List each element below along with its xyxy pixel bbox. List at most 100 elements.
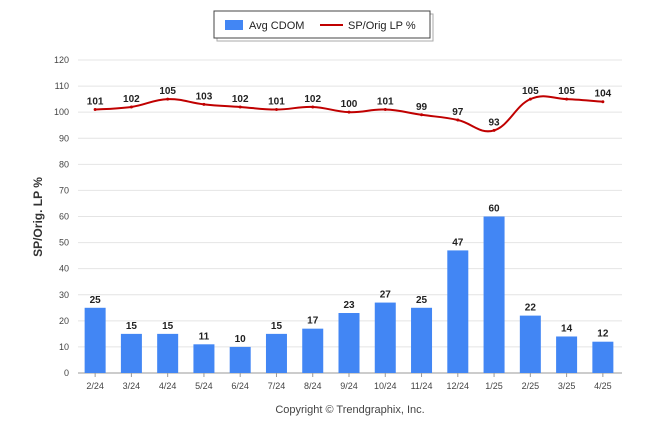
bar [483, 216, 505, 373]
bar-value-label: 25 [416, 295, 428, 306]
line-value-label: 105 [522, 86, 539, 97]
line-value-label: 102 [123, 94, 140, 105]
line-value-label: 101 [377, 97, 394, 108]
line-point [528, 97, 532, 101]
y-tick-label: 100 [54, 107, 69, 117]
line-series [93, 95, 605, 133]
line-point [565, 97, 569, 101]
bar-value-label: 25 [90, 295, 102, 306]
bar [592, 341, 614, 373]
x-tick-label: 3/25 [558, 381, 576, 391]
line-point [383, 108, 387, 112]
bar-value-label: 12 [597, 329, 609, 340]
grid-lines [78, 59, 622, 374]
bar [302, 328, 324, 373]
line-value-label: 103 [196, 91, 213, 102]
bar-value-label: 17 [307, 316, 319, 327]
bar-value-label: 10 [235, 334, 247, 345]
y-tick-label: 120 [54, 55, 69, 65]
line-value-label: 101 [268, 97, 285, 108]
x-tick-label: 4/24 [159, 381, 177, 391]
copyright-credit: Copyright © Trendgraphix, Inc. [275, 404, 424, 416]
line-point [311, 105, 315, 109]
line-value-label: 104 [595, 89, 612, 100]
y-tick-label: 50 [59, 238, 69, 248]
legend: Avg CDOM SP/Orig LP % [213, 10, 434, 42]
line-value-label: 93 [489, 117, 501, 128]
bar [556, 336, 578, 373]
x-tick-label: 11/24 [411, 381, 433, 391]
y-tick-label: 30 [59, 290, 69, 300]
bar-value-label: 23 [343, 300, 355, 311]
bar-value-label: 15 [126, 321, 138, 332]
line-value-label: 101 [87, 97, 104, 108]
bar-value-label: 60 [489, 204, 501, 215]
bar [229, 346, 251, 373]
y-tick-label: 70 [59, 185, 69, 195]
x-tick-label: 4/25 [594, 381, 612, 391]
bar-value-label: 15 [162, 321, 174, 332]
bar [193, 344, 215, 373]
y-tick-label: 110 [55, 81, 69, 91]
bar [84, 307, 106, 373]
bar-value-label: 27 [380, 290, 392, 301]
line-value-label: 105 [558, 86, 575, 97]
x-tick-label: 7/24 [268, 381, 286, 391]
line-point [166, 97, 170, 101]
bar [519, 315, 541, 373]
x-tick-label: 9/24 [340, 381, 358, 391]
line-point [93, 108, 97, 112]
line-value-label: 102 [304, 94, 321, 105]
bar-value-label: 22 [525, 303, 537, 314]
bar-value-label: 14 [561, 323, 573, 334]
line-point [456, 118, 460, 122]
x-tick-label: 10/24 [374, 381, 397, 391]
legend-line-label: SP/Orig LP % [348, 20, 416, 32]
line-point [601, 100, 605, 104]
y-tick-label: 90 [59, 133, 69, 143]
data-labels: 25 15 15 11 10 15 17 23 27 25 47 60 22 14 12 101 102 105 1… [87, 86, 612, 345]
x-tick-label: 1/25 [485, 381, 503, 391]
legend-bar-label: Avg CDOM [249, 20, 304, 32]
bar-value-label: 47 [452, 237, 464, 248]
bar [447, 250, 469, 373]
x-tick-label: 2/24 [86, 381, 104, 391]
legend-bar-swatch [225, 20, 243, 30]
bar-value-label: 15 [271, 321, 283, 332]
line-point [129, 105, 133, 109]
bar [120, 333, 142, 373]
x-tick-label: 3/24 [123, 381, 141, 391]
y-tick-label: 0 [64, 368, 69, 378]
x-tick-label: 5/24 [195, 381, 213, 391]
bar-value-label: 11 [199, 331, 210, 342]
y-tick-label: 40 [59, 264, 69, 274]
line-point [202, 102, 206, 106]
y-tick-label: 80 [59, 159, 69, 169]
line-value-label: 97 [452, 107, 464, 118]
x-tick-label: 12/24 [447, 381, 470, 391]
line-value-label: 99 [416, 102, 428, 113]
x-tick-label: 2/25 [522, 381, 540, 391]
line-point [274, 108, 278, 112]
bar [374, 302, 396, 373]
line-point [238, 105, 242, 109]
bar [411, 307, 433, 373]
y-axis-title: SP/Orig. LP % [31, 177, 45, 257]
bar [265, 333, 287, 373]
line-point [347, 110, 351, 114]
line-value-label: 105 [159, 86, 176, 97]
bar [338, 313, 360, 373]
y-tick-label: 60 [59, 212, 69, 222]
y-tick-label: 20 [59, 316, 69, 326]
y-tick-label: 10 [59, 342, 69, 352]
line-point [492, 128, 496, 132]
axes: 0 10 20 30 40 50 60 70 80 90 100 110 120 2/24 3/24 4/24… [54, 55, 612, 391]
x-tick-label: 6/24 [231, 381, 249, 391]
line-point [420, 113, 424, 117]
x-tick-label: 8/24 [304, 381, 322, 391]
line-value-label: 102 [232, 94, 249, 105]
bar-series [84, 216, 614, 373]
bar [157, 333, 179, 373]
